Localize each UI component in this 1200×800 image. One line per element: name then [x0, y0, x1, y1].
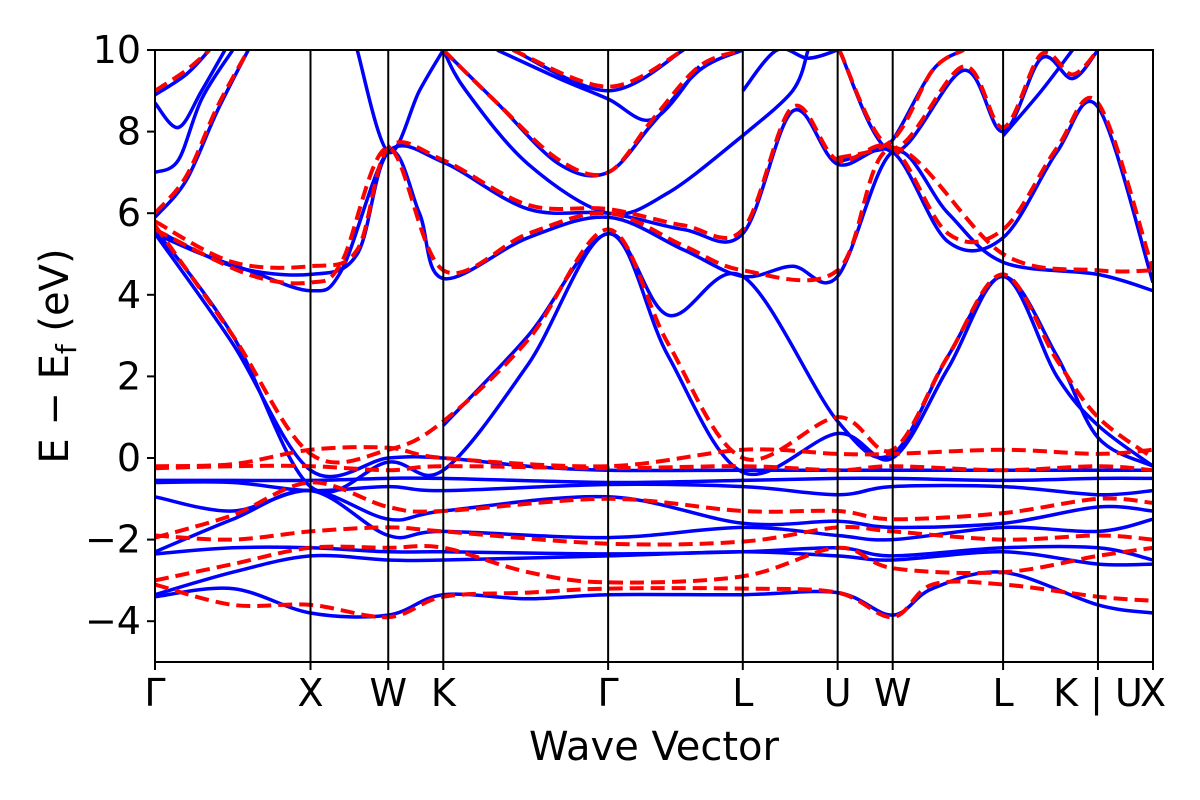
- solid-band-15: [155, 50, 211, 97]
- dashed-band-1: [155, 543, 1153, 585]
- y-tick-label: 10: [93, 28, 141, 72]
- solid-band-21: [741, 50, 810, 138]
- solid-band-22: [741, 50, 839, 92]
- y-tick-label: 8: [117, 110, 141, 154]
- solid-band-25: [1001, 50, 1074, 137]
- solid-band-17: [441, 50, 744, 216]
- x-tick-label: W: [369, 671, 407, 715]
- y-axis-title-subscript: f: [50, 343, 83, 354]
- dashed-band-6: [155, 224, 1153, 465]
- x-tick-label: X: [297, 671, 323, 715]
- x-axis-title: Wave Vector: [529, 724, 780, 770]
- y-tick-label: 0: [117, 436, 141, 480]
- x-tick-label: U: [824, 671, 852, 715]
- y-axis-title: E − Ef (eV): [32, 248, 83, 463]
- y-tick-label: 4: [117, 273, 141, 317]
- solid-band-13: [155, 50, 235, 175]
- y-tick-label: −2: [85, 518, 141, 562]
- x-tick-label: Γ: [144, 671, 165, 715]
- solid-band-16: [355, 50, 445, 155]
- x-tick-label: K: [431, 671, 457, 715]
- y-tick-label: 2: [117, 354, 141, 398]
- y-tick-label: 6: [117, 191, 141, 235]
- x-tick-label: L: [993, 671, 1014, 715]
- dashed-band-10: [155, 50, 211, 93]
- solid-band-0: [155, 570, 1153, 619]
- y-tick-label: −4: [85, 599, 141, 643]
- x-tick-label: L: [732, 671, 753, 715]
- y-axis-title-unit: (eV): [32, 248, 78, 344]
- kpoint-lines: [309, 50, 1099, 662]
- plot-frame: [154, 49, 1154, 663]
- y-axis-title-main: E − E: [32, 354, 78, 464]
- x-tick-label: Γ: [598, 671, 619, 715]
- solid-band-23: [837, 50, 965, 164]
- x-tick-label: W: [874, 671, 912, 715]
- x-tick-label: X: [1140, 671, 1166, 715]
- y-axis-ticks: −4 −2 0 2 4 6 8 10: [85, 28, 155, 643]
- dashed-band-8: [155, 145, 1153, 286]
- dashed-band-13: [836, 50, 965, 161]
- dashed-band-0: [155, 579, 1153, 620]
- dashed-band-12: [511, 50, 685, 89]
- dashed-band-14: [837, 50, 1100, 150]
- x-tick-label: K | U: [1053, 671, 1143, 716]
- dashed-band-9: [155, 50, 251, 215]
- solid-band-14: [155, 50, 227, 130]
